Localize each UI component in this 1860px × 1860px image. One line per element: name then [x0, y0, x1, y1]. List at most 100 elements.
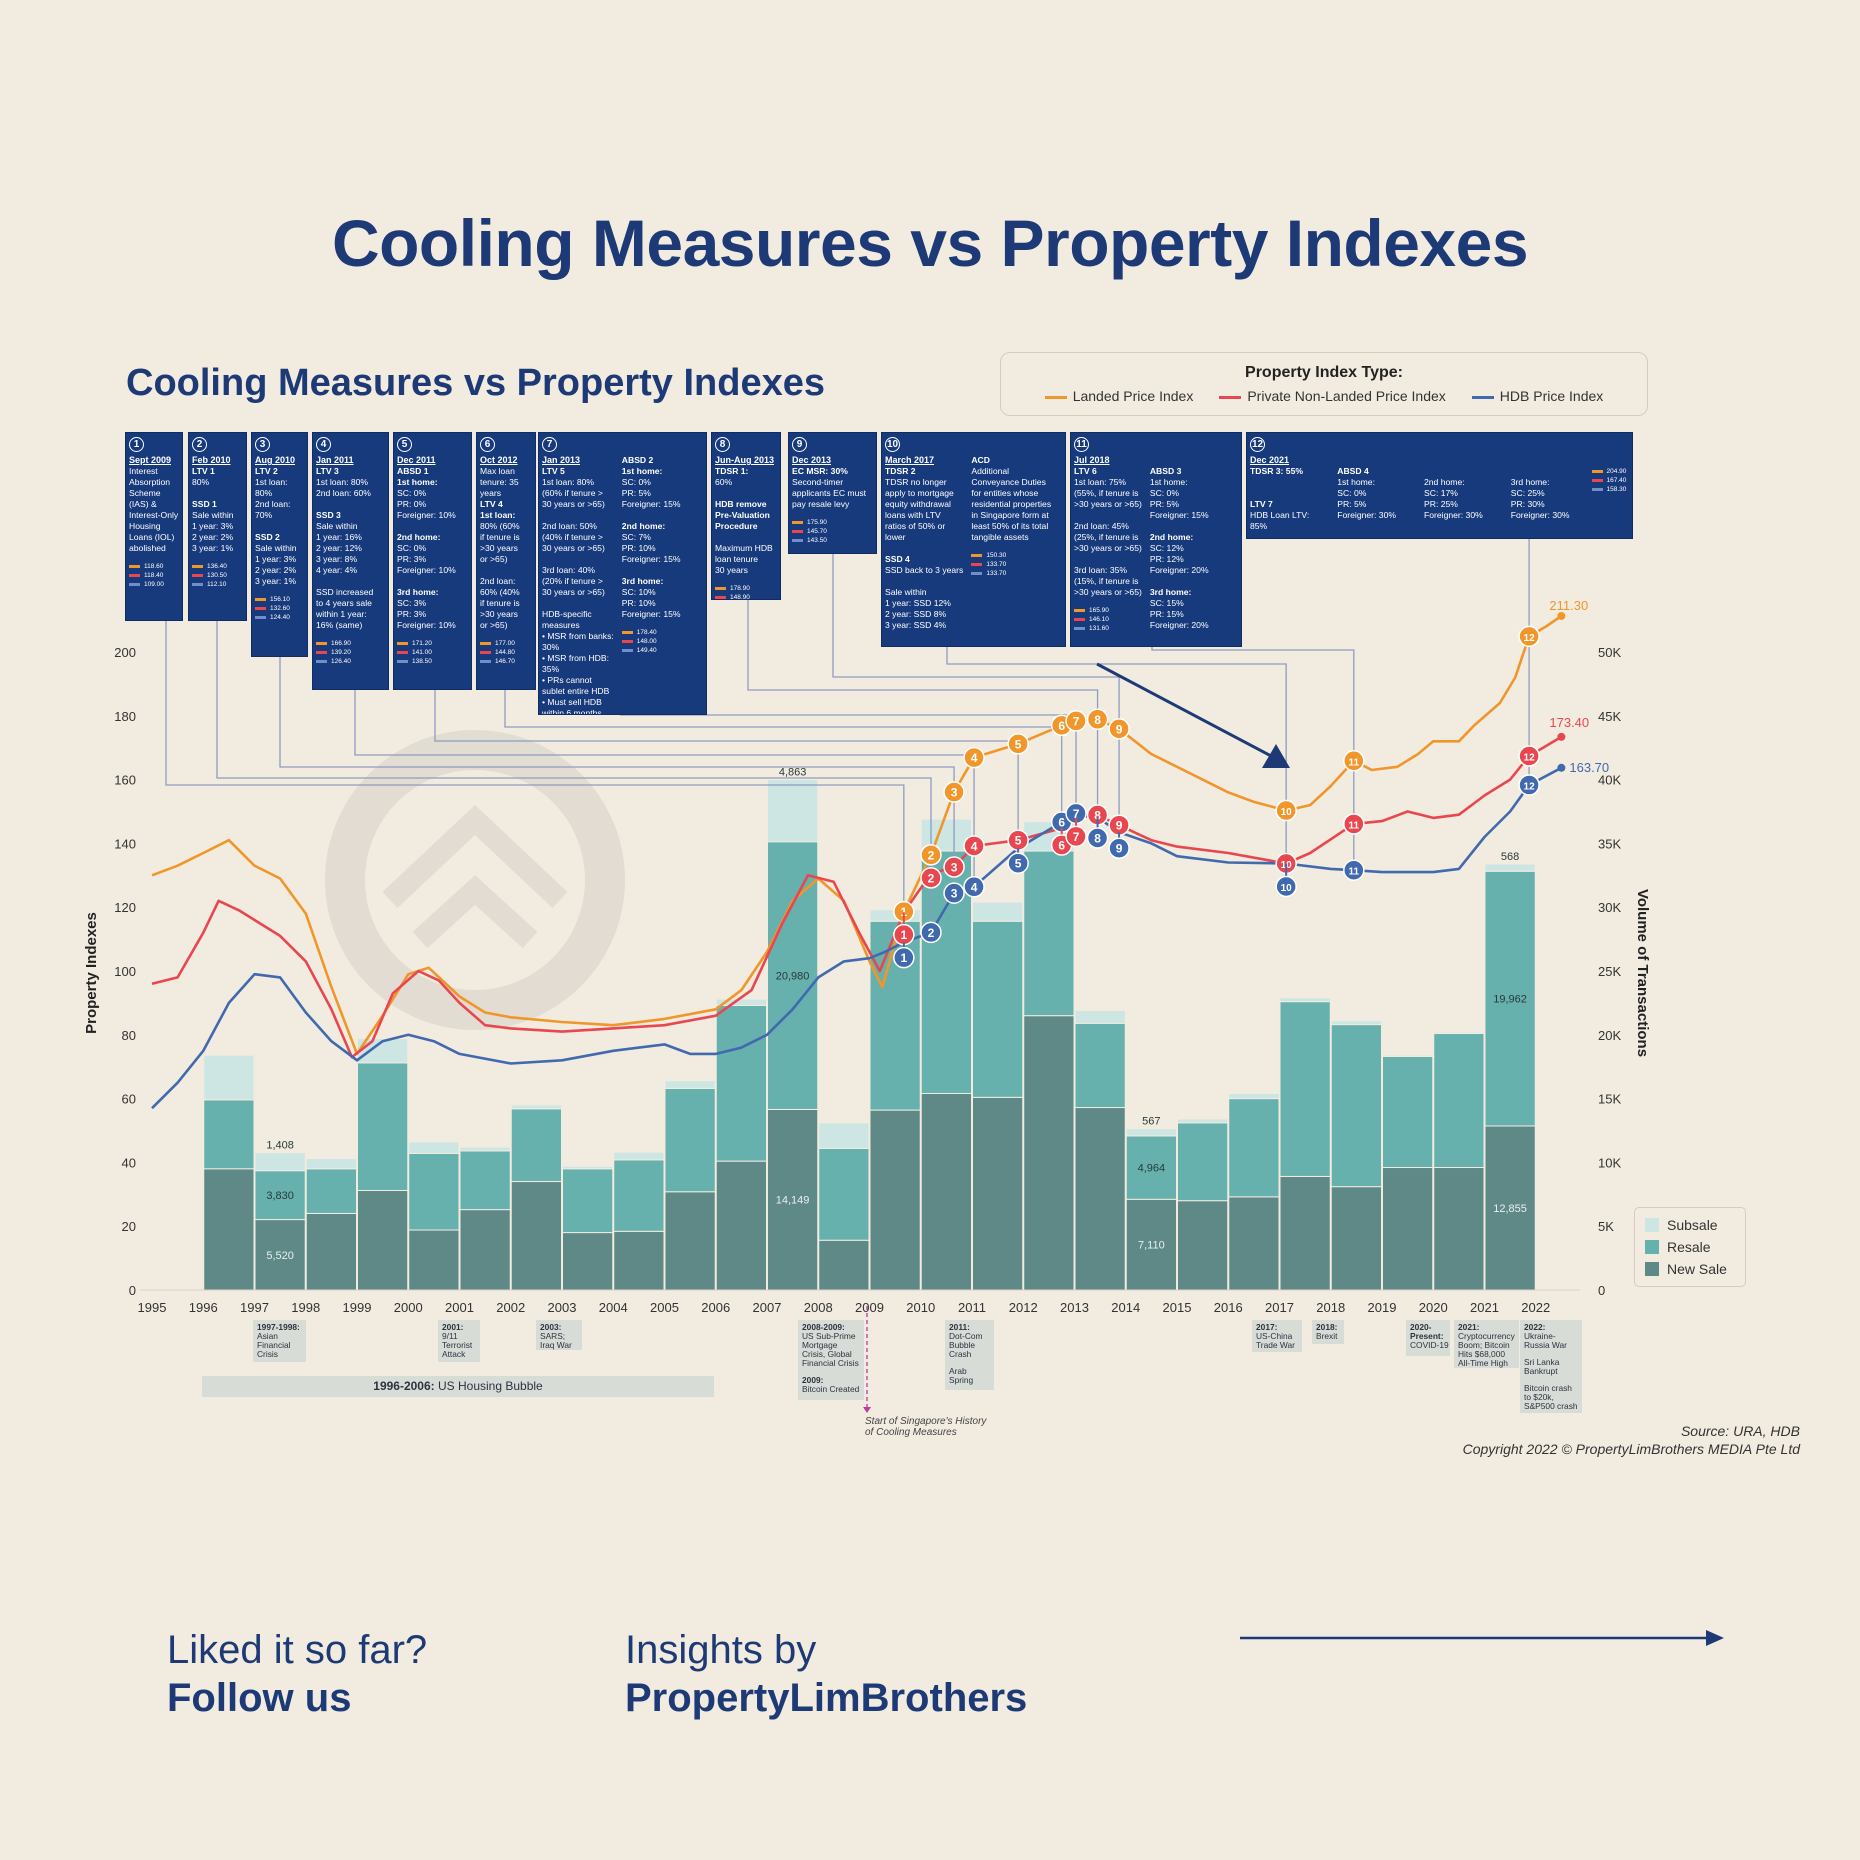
index-color-dash	[715, 586, 726, 590]
marker-circle	[893, 946, 915, 969]
bar-resale	[1125, 1135, 1177, 1200]
legend-swatch	[1645, 1218, 1659, 1232]
line-end-label: 163.70	[1569, 760, 1609, 775]
index-value: 133.70	[986, 561, 1007, 568]
arrow-right-icon[interactable]	[1238, 1628, 1724, 1648]
measure-column: ACD Additional Conveyance Duties for entiti…	[971, 455, 1051, 631]
index-value: 144.80	[495, 649, 515, 656]
index-color-dash	[192, 573, 203, 577]
measure-columns: Jul 2018 LTV 6 1st loan: 75% (55%, if tenur…	[1074, 455, 1238, 633]
follow-us-link[interactable]: Follow us	[167, 1676, 352, 1720]
x-tick-label: 2009	[855, 1300, 884, 1315]
measure-text: (40% if tenure >	[542, 532, 603, 542]
bar-subsale	[1125, 1128, 1177, 1137]
bar-new-sale	[1125, 1198, 1177, 1291]
measure-text: PR: 5%	[1149, 499, 1179, 509]
bar-new-sale	[664, 1191, 716, 1291]
index-value-row: 133.70	[971, 560, 1051, 569]
bar-new-sale	[869, 1109, 921, 1291]
measure-text: Additional	[971, 466, 1010, 476]
measure-index-values: 118.60 118.40 109.00	[129, 562, 178, 589]
event-text: 2009:	[802, 1375, 824, 1385]
measure-text: 3 year: 1%	[255, 576, 297, 586]
y-tick-label: 40	[122, 1155, 136, 1170]
bar-subsale	[510, 1104, 562, 1110]
event-box: 2021: Cryptocurrency Boom; Bitcoin Hits $68…	[1454, 1320, 1519, 1368]
bar-new-sale	[1330, 1186, 1382, 1291]
bar-subsale	[254, 1152, 306, 1172]
legend-label: Resale	[1667, 1239, 1711, 1255]
event-text: 2022:	[1524, 1322, 1546, 1332]
bar-data-label: 5,520	[266, 1250, 294, 1262]
marker-circle	[1343, 859, 1365, 881]
event-text: Bubble	[949, 1340, 976, 1350]
index-color-dash	[255, 597, 266, 601]
bar-data-label: 4,863	[779, 767, 807, 779]
measure-text	[1250, 477, 1309, 488]
line-end-label: 211.30	[1549, 598, 1588, 613]
index-legend: Property Index Type: Landed Price Index …	[1000, 352, 1648, 416]
measure-text: 60% (40%	[480, 587, 520, 597]
event-box: 2003: SARS; Iraq War	[536, 1320, 582, 1350]
index-value: 146.70	[495, 658, 515, 665]
event-text: 2017:	[1256, 1322, 1278, 1332]
x-tick-label: 2000	[394, 1300, 423, 1315]
measure-text: Procedure	[715, 521, 758, 531]
measure-marker: 1	[893, 942, 915, 969]
bar-data-label: 4,964	[1138, 1163, 1166, 1175]
measure-text	[885, 576, 963, 587]
x-tick-label: 2003	[548, 1300, 577, 1315]
watermark-logo	[325, 730, 625, 1030]
event-text: US Sub-Prime	[802, 1331, 856, 1341]
marker-number: 7	[1073, 807, 1080, 821]
measure-text: Housing	[129, 521, 161, 531]
measure-text: SC: 0%	[397, 543, 427, 553]
measure-marker: 3	[943, 781, 965, 803]
measure-text: LTV 5	[542, 466, 565, 476]
index-color-dash	[255, 606, 266, 610]
measure-marker: 8	[1086, 708, 1109, 731]
event-text: Ukraine-	[1524, 1331, 1556, 1341]
measure-connector	[279, 657, 955, 894]
index-value: 167.40	[1606, 477, 1627, 484]
measure-text: Foreigner: 30%	[1510, 510, 1570, 520]
marker-circle	[920, 867, 942, 889]
index-color-dash	[397, 659, 408, 663]
measure-marker: 4	[963, 876, 985, 898]
event-text: Terrorist	[442, 1340, 473, 1350]
measure-marker: 2	[920, 921, 942, 944]
marker-number: 8	[1094, 809, 1101, 823]
measure-text: or >65)	[480, 554, 508, 564]
bar-subsale	[1382, 1054, 1434, 1057]
measure-index-values: 178.40 148.00 149.40	[621, 628, 681, 655]
index-value-row: 166.90	[316, 639, 373, 648]
measure-text: 3rd home:	[1510, 477, 1550, 487]
marker-number: 4	[971, 880, 978, 894]
measure-marker: 5	[1007, 829, 1029, 851]
measure-text: LTV 4	[480, 499, 503, 509]
measure-number-badge: 3	[255, 437, 270, 452]
measure-text: LTV 6	[1074, 466, 1097, 476]
measure-text: 2nd loan:	[480, 576, 516, 586]
legend-swatch	[1044, 396, 1067, 399]
marker-number: 6	[1058, 816, 1065, 830]
measure-number-badge: 1	[129, 437, 144, 452]
measure-index-values: 171.20 141.00 138.50	[397, 639, 456, 666]
measure-text: LTV 1	[192, 466, 215, 476]
measure-text: Foreigner: 15%	[621, 609, 681, 619]
measure-text: 2nd loan: 50%	[542, 521, 597, 531]
note-line: Start of Singapore's History	[865, 1416, 987, 1427]
measure-index-values: 166.90 139.20 126.40	[316, 639, 373, 666]
measure-text: Interest-Only	[129, 510, 179, 520]
measure-text: 30%	[542, 642, 560, 652]
marker-number: 10	[1281, 883, 1293, 894]
measure-text: 3rd home:	[1149, 587, 1192, 597]
bar-resale	[1433, 1033, 1485, 1169]
marker-number: 3	[951, 786, 958, 800]
measure-text: 1 year: 3%	[255, 554, 297, 564]
measure-text: tenure: 35	[480, 477, 519, 487]
measure-text	[622, 510, 681, 521]
measure-text: SC: 3%	[397, 598, 427, 608]
measure-text: Scheme	[129, 488, 161, 498]
bar-new-sale	[1074, 1107, 1126, 1291]
